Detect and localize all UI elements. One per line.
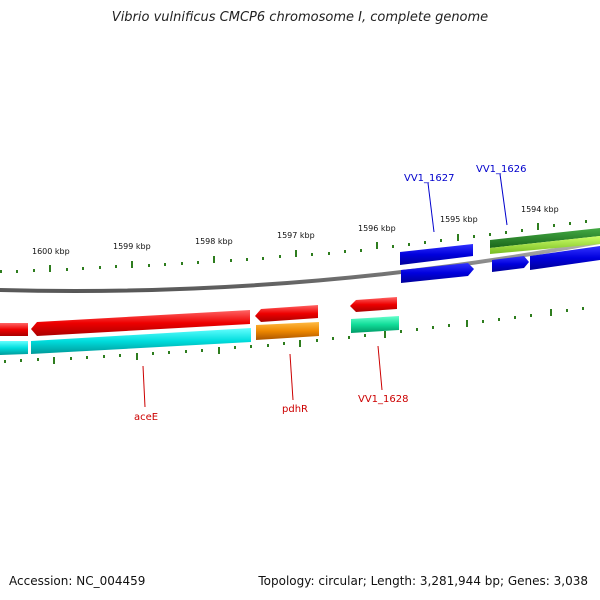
- reverse-gene-pdhr: [255, 305, 318, 322]
- leader-line-acee: [142, 365, 146, 408]
- cog-track-forward: [490, 228, 600, 254]
- scale-label: 1598 kbp: [195, 237, 233, 246]
- reverse-cds-track: [0, 297, 397, 336]
- reverse-scale-ticks: [4, 307, 584, 364]
- map-title: Vibrio vulnificus CMCP6 chromosome I, co…: [111, 10, 489, 25]
- scale-label: 1599 kbp: [113, 242, 151, 251]
- scale-label: 1596 kbp: [358, 224, 396, 233]
- gene-label-acee: aceE: [134, 412, 158, 423]
- forward-gene-vv1-1627-lower: [401, 263, 474, 283]
- forward-scale-ticks: [0, 220, 587, 273]
- gene-label-vv1-1628: VV1_1628: [358, 394, 409, 405]
- leader-line-vv1-1627: [427, 182, 435, 233]
- reverse-gene-acee: [31, 310, 250, 336]
- forward-gene-vv1-1626-start: [492, 256, 529, 272]
- scale-label: 1594 kbp: [521, 205, 559, 214]
- reverse-gene-left: [0, 323, 28, 336]
- cog-track-reverse: [0, 316, 399, 355]
- scale-label: 1595 kbp: [440, 215, 478, 224]
- reverse-gene-vv1-1628: [350, 297, 397, 312]
- genome-backbone: [0, 240, 600, 293]
- gene-label-vv1-1627: VV1_1627: [404, 173, 455, 184]
- forward-gene-vv1-1626: [530, 246, 600, 270]
- leader-line-vv1-1626: [499, 173, 508, 226]
- forward-gene-vv1-1627: [400, 244, 473, 265]
- leader-line-vv1-1628: [377, 345, 383, 391]
- genome-summary-text: Topology: circular; Length: 3,281,944 bp…: [258, 574, 588, 588]
- leader-line-pdhr: [289, 353, 294, 401]
- gene-label-pdhr: pdhR: [282, 404, 308, 415]
- accession-text: Accession: NC_004459: [9, 574, 146, 588]
- gene-label-vv1-1626: VV1_1626: [476, 164, 527, 175]
- forward-cds-track: [400, 244, 600, 283]
- scale-label: 1597 kbp: [277, 231, 315, 240]
- scale-label: 1600 kbp: [32, 247, 70, 256]
